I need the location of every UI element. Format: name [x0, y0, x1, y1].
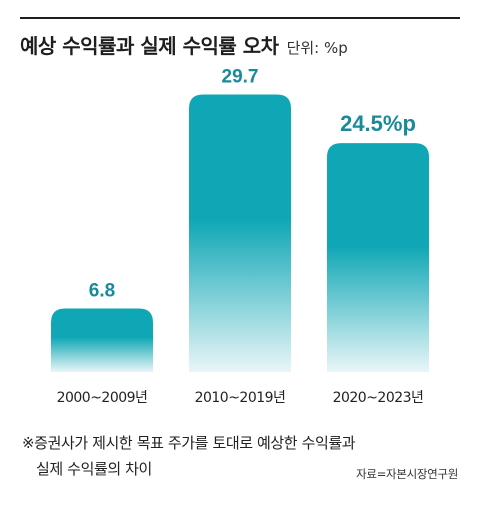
value-label-0: 6.8 — [89, 280, 115, 301]
source-label: 자료=자본시장연구원 — [356, 467, 458, 481]
footnote-line1: ※증권사가 제시한 목표 주가를 토대로 예상한 수익률과 — [22, 434, 356, 452]
category-label-1: 2010~2019년 — [195, 390, 286, 406]
footnote: ※증권사가 제시한 목표 주가를 토대로 예상한 수익률과 실제 수익률의 차이 — [22, 430, 462, 482]
unit-label: 단위: %p — [286, 39, 348, 57]
chart-title-text: 예상 수익률과 실제 수익률 오차 — [20, 34, 279, 58]
footnote-line2: 실제 수익률의 차이 — [36, 460, 152, 478]
top-rule — [20, 17, 460, 19]
value-label-2: 24.5%p — [340, 111, 416, 136]
bar-0 — [51, 308, 153, 372]
category-label-0: 2000~2009년 — [57, 390, 148, 406]
bar-1 — [189, 94, 291, 372]
value-label-1: 29.7 — [222, 66, 259, 87]
chart-title: 예상 수익률과 실제 수익률 오차 단위: %p — [20, 30, 348, 59]
bar-2 — [327, 143, 429, 372]
category-label-2: 2020~2023년 — [333, 390, 424, 406]
